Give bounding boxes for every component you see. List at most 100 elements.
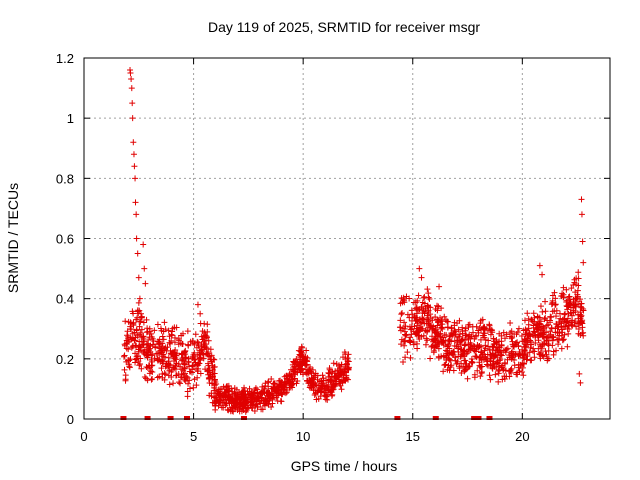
- data-point: [169, 328, 176, 335]
- data-point: [502, 335, 509, 342]
- data-point: [454, 339, 461, 346]
- data-point: [178, 332, 185, 339]
- data-point: [568, 285, 575, 292]
- data-point: [529, 318, 536, 325]
- data-point: [229, 393, 236, 400]
- data-point: [312, 390, 319, 397]
- data-point: [200, 355, 207, 362]
- data-point: [553, 313, 560, 320]
- data-point: [459, 324, 466, 331]
- data-point: [261, 397, 268, 404]
- data-point: [258, 394, 265, 401]
- data-point: [547, 328, 554, 335]
- data-point: [199, 328, 206, 335]
- data-point: [424, 286, 431, 293]
- data-point: [266, 391, 273, 398]
- data-point: [137, 318, 144, 325]
- data-point: [120, 353, 127, 360]
- data-point: [438, 324, 445, 331]
- data-point: [524, 335, 531, 342]
- data-point: [423, 328, 430, 335]
- data-point: [515, 325, 522, 332]
- data-point: [186, 363, 193, 370]
- data-point: [530, 310, 537, 317]
- data-point: [222, 392, 229, 399]
- data-point: [293, 356, 300, 363]
- data-point: [311, 392, 318, 399]
- data-point: [458, 352, 465, 359]
- data-point: [153, 350, 160, 357]
- data-point: [189, 337, 196, 344]
- data-point: [250, 402, 257, 409]
- baseline-mark: [144, 416, 151, 420]
- data-point: [241, 384, 248, 391]
- data-point: [537, 343, 544, 350]
- y-tick-label: 0.6: [56, 232, 74, 247]
- data-point: [421, 293, 428, 300]
- data-point: [448, 349, 455, 356]
- data-point: [141, 347, 148, 354]
- data-point: [319, 380, 326, 387]
- data-point: [286, 384, 293, 391]
- data-point: [575, 275, 582, 282]
- data-point: [514, 329, 521, 336]
- data-point: [233, 386, 240, 393]
- data-point: [543, 329, 550, 336]
- data-point: [521, 343, 528, 350]
- data-point: [328, 392, 335, 399]
- data-point: [143, 352, 150, 359]
- data-point: [304, 370, 311, 377]
- baseline-mark: [120, 416, 127, 420]
- data-point: [342, 356, 349, 363]
- data-point: [402, 332, 409, 339]
- data-point: [151, 327, 158, 334]
- data-point: [451, 348, 458, 355]
- data-point: [579, 238, 586, 245]
- data-point: [418, 274, 425, 281]
- data-point: [182, 378, 189, 385]
- data-point: [173, 360, 180, 367]
- data-point: [204, 328, 211, 335]
- data-point: [452, 328, 459, 335]
- data-point: [527, 344, 534, 351]
- data-point: [266, 397, 273, 404]
- data-point: [428, 343, 435, 350]
- data-point: [134, 332, 141, 339]
- data-point: [177, 363, 184, 370]
- data-point: [523, 330, 530, 337]
- data-point: [531, 328, 538, 335]
- y-axis-label: SRMTID / TECUs: [5, 183, 21, 293]
- data-point: [560, 323, 567, 330]
- data-point: [133, 211, 140, 218]
- data-point: [136, 362, 143, 369]
- data-point: [269, 396, 276, 403]
- data-point: [275, 377, 282, 384]
- data-point: [141, 265, 148, 272]
- data-point: [192, 331, 199, 338]
- data-point: [468, 358, 475, 365]
- data-point: [524, 327, 531, 334]
- data-point: [327, 389, 334, 396]
- data-point: [526, 349, 533, 356]
- data-point: [542, 308, 549, 315]
- data-point: [401, 319, 408, 326]
- data-point: [550, 334, 557, 341]
- data-point: [566, 300, 573, 307]
- data-point: [472, 353, 479, 360]
- data-point: [296, 358, 303, 365]
- data-point: [455, 343, 462, 350]
- data-point: [206, 392, 213, 399]
- data-point: [189, 355, 196, 362]
- data-point: [397, 327, 404, 334]
- data-point: [171, 355, 178, 362]
- data-point: [140, 335, 147, 342]
- data-point: [194, 374, 201, 381]
- data-point: [564, 318, 571, 325]
- data-point: [578, 211, 585, 218]
- data-point: [523, 356, 530, 363]
- data-point: [457, 331, 464, 338]
- data-point: [519, 364, 526, 371]
- data-point: [215, 388, 222, 395]
- data-point: [142, 280, 149, 287]
- data-point: [512, 339, 519, 346]
